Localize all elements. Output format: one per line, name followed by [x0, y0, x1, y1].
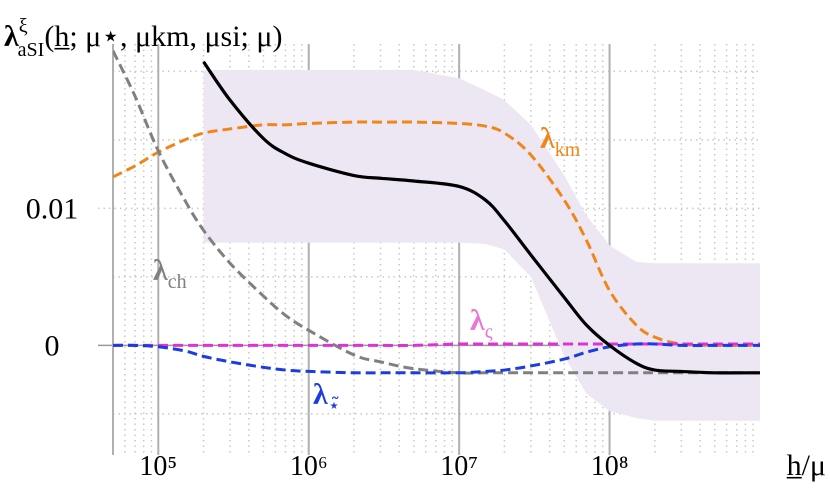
series-label: λkm [540, 122, 581, 161]
y-label-sub: aSI [18, 39, 45, 61]
x-tick-label: 10⁵ [139, 451, 177, 482]
series-label-sub: ⋆̃ [328, 395, 341, 417]
series-label-name: λ [470, 304, 485, 337]
series-label: λς [470, 304, 493, 343]
series-label-sub: ch [168, 271, 187, 293]
series-label-sub: ς [485, 321, 493, 343]
y-tick-label: 0.01 [26, 192, 79, 225]
uncertainty-band [203, 70, 760, 421]
series-line [113, 342, 760, 375]
x-tick-label: 10⁸ [591, 451, 629, 482]
series-line [113, 120, 760, 348]
plot-area [113, 50, 760, 421]
series-line [113, 50, 760, 375]
y-label-args: (h̲; μ⋆, μkm, μsi; μ) [44, 20, 282, 53]
series-label: λch [153, 254, 187, 293]
y-label-base: λ [4, 20, 19, 53]
series-line [202, 60, 760, 375]
series-label-name: λ [540, 122, 555, 155]
x-tick-label: 10⁷ [440, 451, 478, 482]
x-tick-label: 10⁶ [290, 451, 328, 482]
x-axis-label: h̲/μ [786, 449, 826, 482]
series-label-name: λ [153, 254, 168, 287]
series-label-name: λ [313, 378, 328, 411]
y-label-sup: ξ [19, 15, 28, 37]
series-label: λ⋆̃ [313, 378, 340, 417]
series-label-sub: km [555, 139, 581, 161]
y-tick-label: 0 [45, 329, 60, 362]
y-axis-label: λξ aSI(h̲; μ⋆, μkm, μsi; μ) [4, 15, 282, 61]
series-line [113, 342, 760, 348]
